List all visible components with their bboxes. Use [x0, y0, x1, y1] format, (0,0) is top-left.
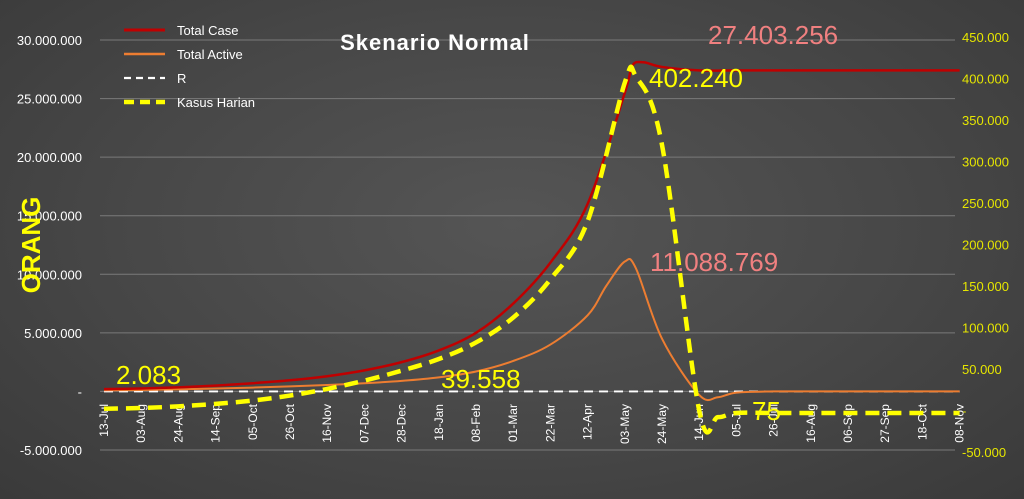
x-tick-label: 03-May	[618, 404, 632, 444]
right-tick-label: 100.000	[962, 321, 1009, 336]
right-tick-label: 350.000	[962, 113, 1009, 128]
x-tick-label: 16-Nov	[320, 404, 334, 443]
left-tick-label: 25.000.000	[17, 92, 82, 107]
x-tick-label: 05-Oct	[246, 403, 260, 440]
series-layer	[103, 60, 960, 435]
right-tick-label: 250.000	[962, 196, 1009, 211]
left-tick-label: 15.000.000	[17, 209, 82, 224]
series-line-total-active	[103, 258, 960, 402]
right-tick-label: 400.000	[962, 72, 1009, 87]
x-tick-label: 14-Jun	[692, 404, 706, 441]
x-axis-ticks: 13-Jul 03-Aug 24-Aug 14-Sep 05-Oct 26-Oct 16-N…	[97, 403, 967, 444]
legend-label: Kasus Harian	[177, 95, 255, 110]
right-y-axis-ticks: 450.000 400.000 350.000 300.000 250.000 200.0…	[962, 30, 1009, 460]
x-tick-label: 28-Dec	[395, 404, 409, 443]
chart-title: Skenario Normal	[340, 30, 530, 55]
series-line-total-case	[103, 60, 960, 391]
left-y-axis-ticks: 30.000.000 25.000.000 20.000.000 15.000.000…	[17, 33, 82, 458]
x-tick-label: 22-Mar	[543, 404, 557, 442]
right-tick-label: 150.000	[962, 279, 1009, 294]
left-tick-label: -5.000.000	[20, 443, 82, 458]
data-label: 11.088.769	[650, 247, 778, 277]
right-tick-label: 450.000	[962, 30, 1009, 45]
right-tick-label: -	[962, 404, 966, 419]
data-label: 75	[752, 396, 781, 426]
x-tick-label: 26-Jul	[767, 404, 781, 437]
x-tick-label: 18-Jan	[432, 404, 446, 441]
data-label: 39.558	[441, 364, 521, 394]
y-axis-label: ORANG	[16, 197, 46, 294]
x-tick-label: 06-Sep	[841, 404, 855, 443]
legend-label: R	[177, 71, 186, 86]
data-label: 2.083	[116, 360, 181, 390]
right-tick-label: 200.000	[962, 238, 1009, 253]
legend: Total Case Total Active R Kasus Harian	[124, 23, 255, 110]
x-tick-label: 01-Mar	[506, 404, 520, 442]
x-tick-label: 14-Sep	[209, 404, 223, 443]
x-tick-label: 08-Feb	[469, 404, 483, 442]
right-tick-label: 50.000	[962, 362, 1002, 377]
annotations: 27.403.256 402.240 11.088.769 2.083 39.558 75	[116, 20, 838, 426]
left-tick-label: 5.000.000	[24, 326, 82, 341]
x-tick-label: 07-Dec	[357, 404, 371, 443]
x-tick-label: 13-Jul	[97, 404, 111, 437]
x-tick-label: 03-Aug	[134, 404, 148, 443]
x-tick-label: 24-Aug	[171, 404, 185, 443]
x-tick-label: 08-Nov	[953, 404, 967, 443]
left-tick-label: -	[78, 384, 82, 399]
legend-label: Total Case	[177, 23, 238, 38]
left-tick-label: 20.000.000	[17, 150, 82, 165]
legend-label: Total Active	[177, 47, 243, 62]
x-tick-label: 26-Oct	[283, 403, 297, 440]
right-tick-label: -50.000	[962, 445, 1006, 460]
x-tick-label: 24-May	[655, 404, 669, 444]
data-label: 402.240	[649, 63, 743, 93]
right-tick-label: 300.000	[962, 155, 1009, 170]
left-tick-label: 30.000.000	[17, 33, 82, 48]
x-tick-label: 16-Aug	[804, 404, 818, 443]
series-line-kasus-harian	[103, 64, 960, 435]
x-tick-label: 05-Jul	[729, 404, 743, 437]
x-tick-label: 12-Apr	[581, 404, 595, 440]
x-tick-label: 27-Sep	[878, 404, 892, 443]
left-tick-label: 10.000.000	[17, 267, 82, 282]
x-tick-label: 18-Oct	[915, 403, 929, 440]
data-label: 27.403.256	[708, 20, 838, 50]
